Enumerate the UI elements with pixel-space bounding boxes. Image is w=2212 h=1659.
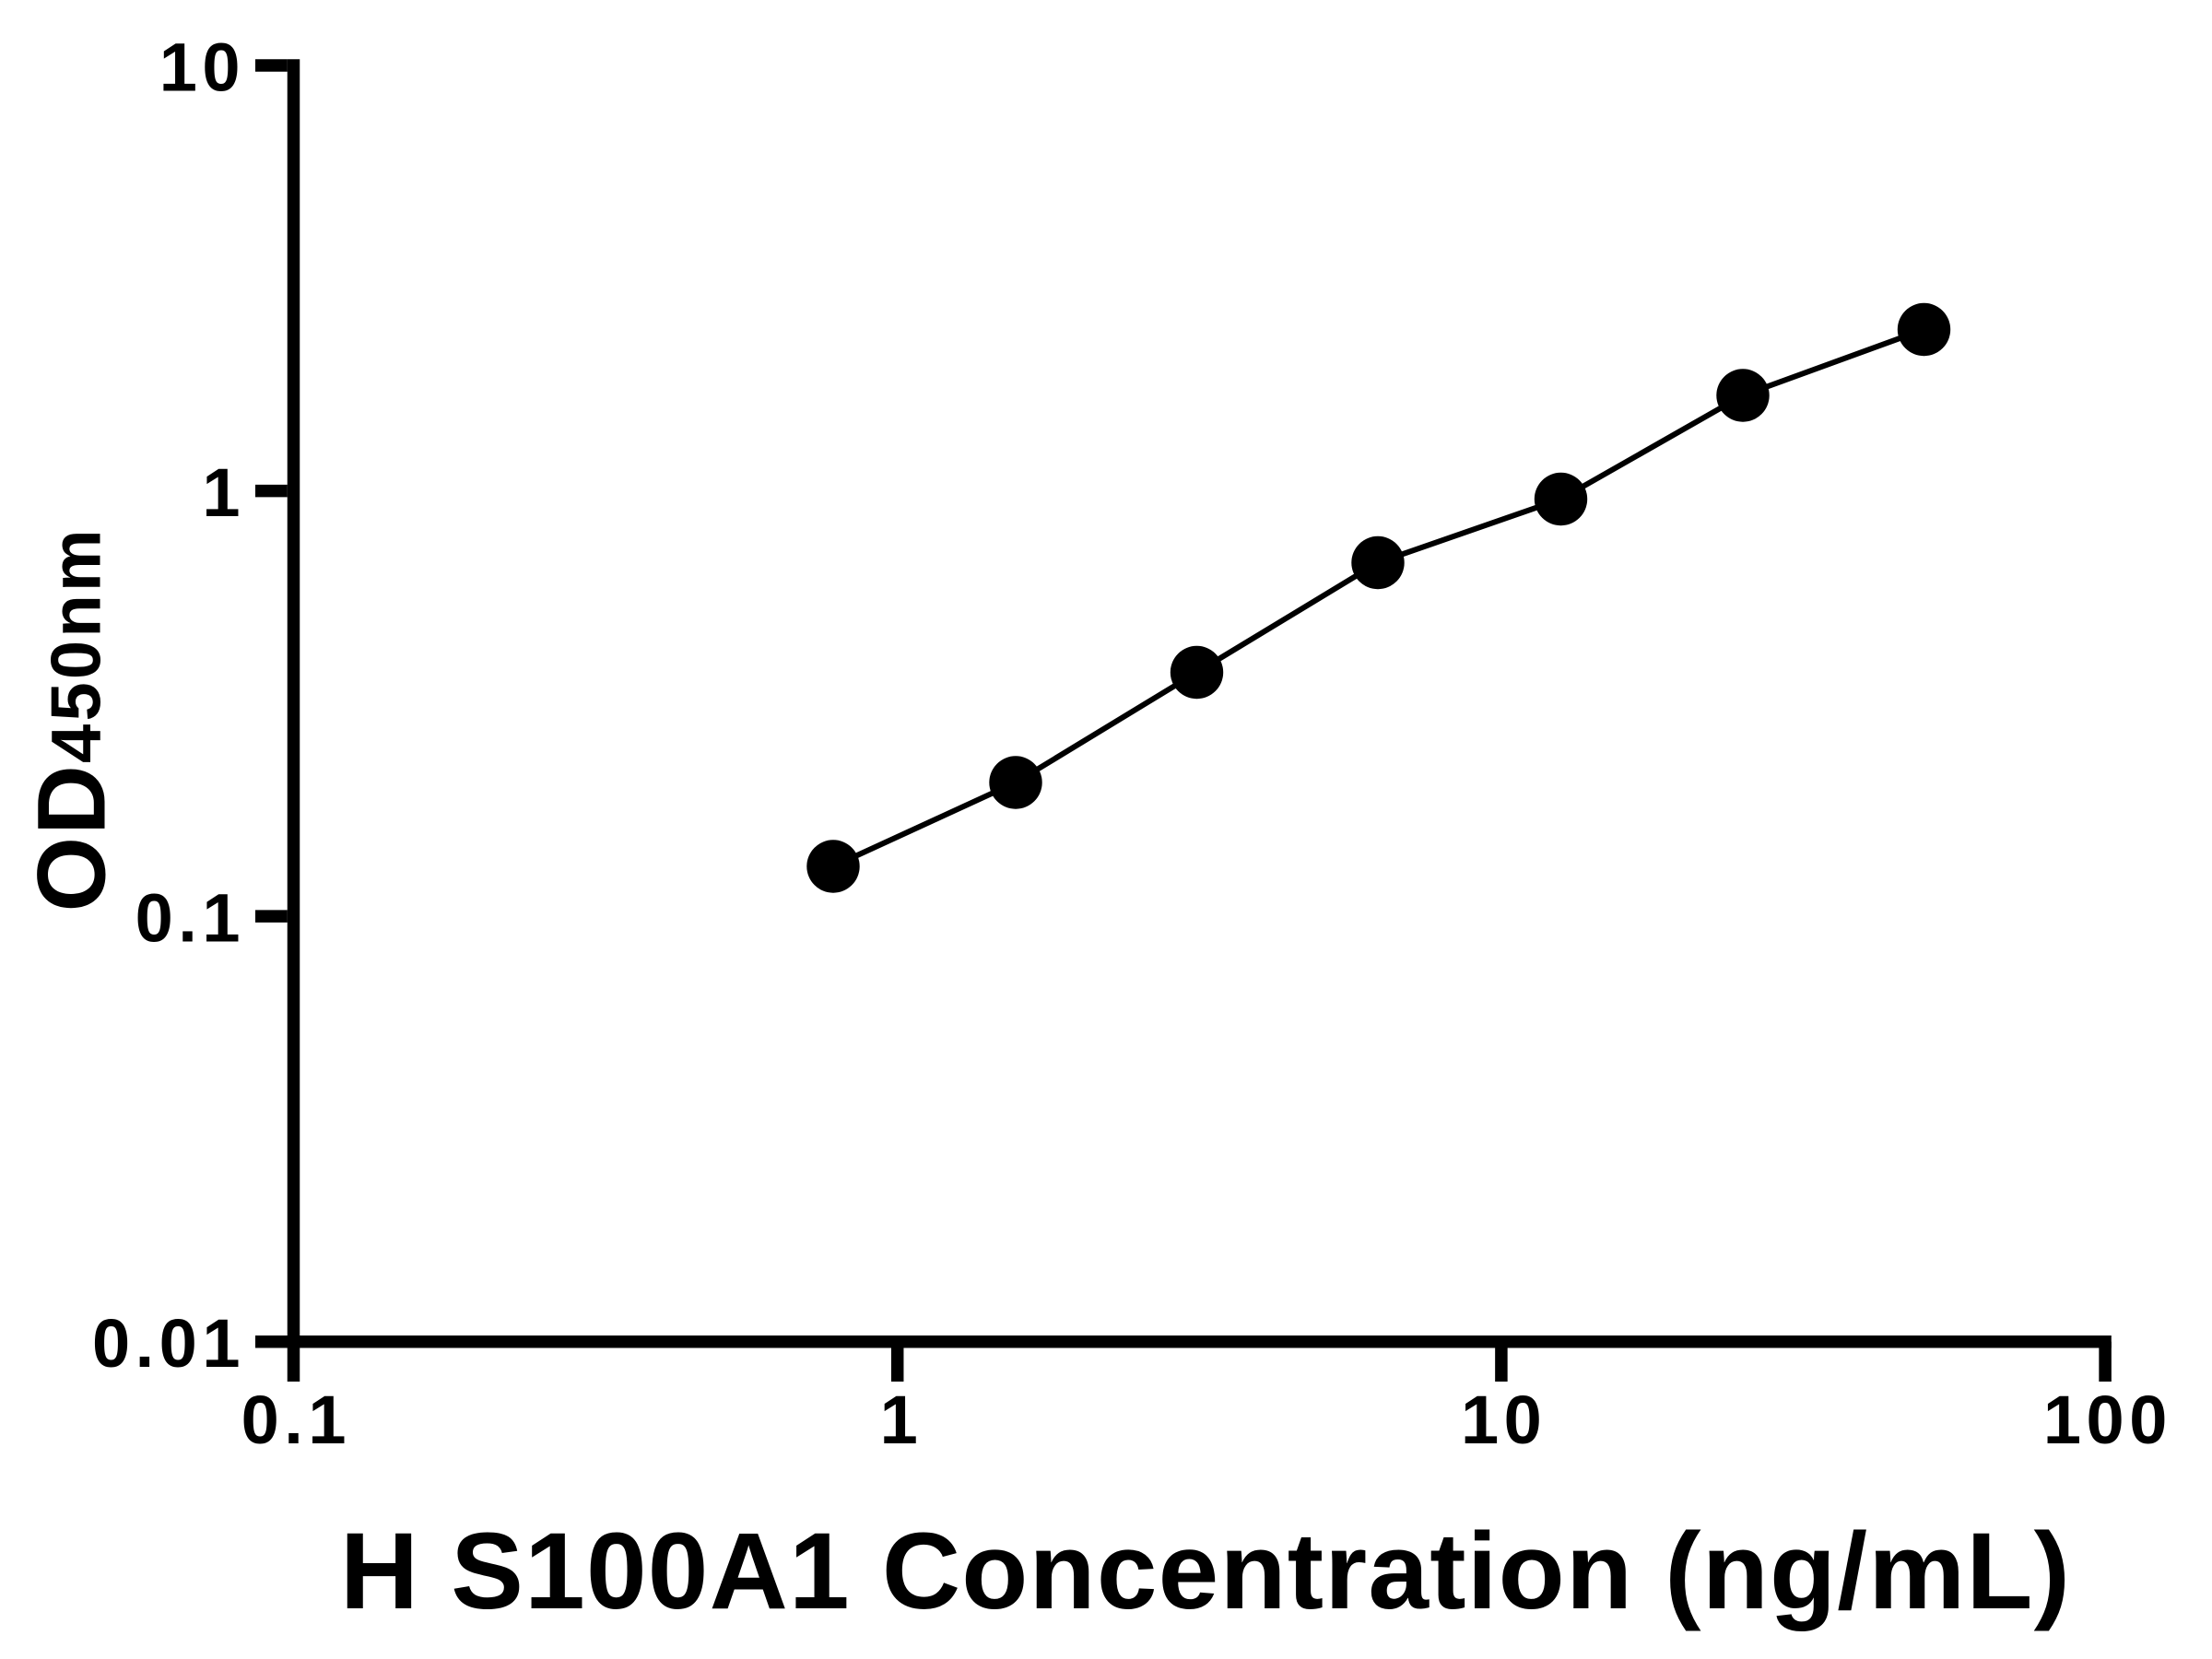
svg-text:H S100A1 Concentration (ng/mL): H S100A1 Concentration (ng/mL) — [340, 1511, 2071, 1632]
svg-text:1: 1 — [202, 454, 245, 531]
svg-text:0.1: 0.1 — [241, 1382, 351, 1458]
svg-text:0.01: 0.01 — [92, 1305, 245, 1382]
svg-text:100: 100 — [2043, 1382, 2172, 1458]
svg-text:0.1: 0.1 — [135, 880, 245, 957]
svg-text:1: 1 — [880, 1382, 924, 1458]
svg-text:10: 10 — [1461, 1382, 1547, 1458]
svg-text:10: 10 — [159, 29, 245, 106]
